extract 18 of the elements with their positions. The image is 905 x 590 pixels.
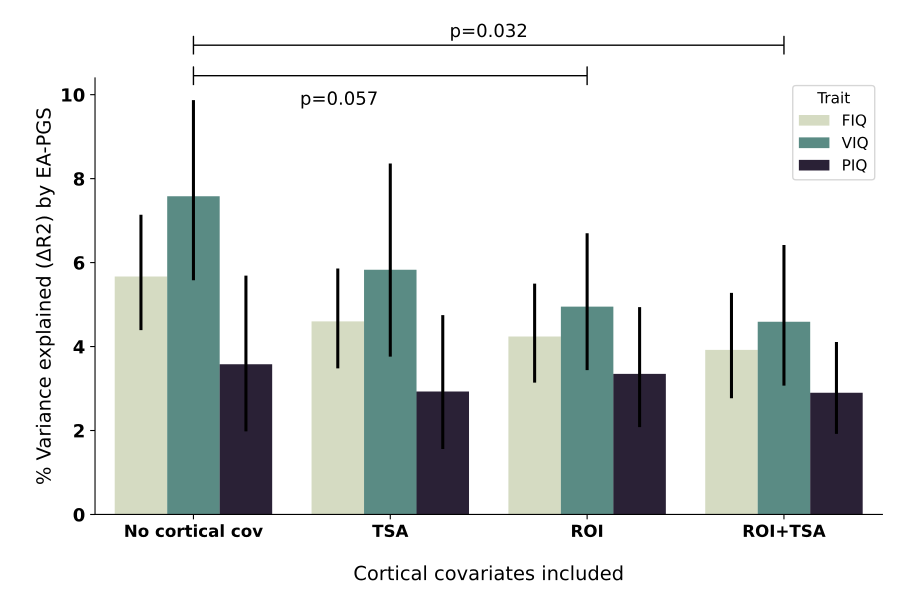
- y-tick-label: 0: [74, 508, 84, 522]
- legend-label: FIQ: [843, 114, 866, 128]
- text: p=0.032: [451, 24, 526, 41]
- x-tick-label: No cortical cov: [125, 524, 263, 538]
- legend-label: PIQ: [843, 159, 867, 172]
- y-tick-label: 10: [62, 88, 84, 102]
- legend-label: VIQ: [842, 136, 868, 150]
- x-axis-title: Cortical covariates included: [354, 565, 622, 580]
- y-tick-label: 2: [74, 424, 84, 438]
- y-tick-label: 4: [74, 340, 84, 354]
- y-tick-label: 6: [74, 256, 84, 270]
- y-axis-title: % Variance explained (ΔR2) by EA-PGS: [36, 108, 55, 484]
- x-tick-label: ROI: [572, 524, 602, 538]
- x-tick-label: ROI+TSA: [744, 524, 826, 538]
- annotation: p=0.057: [302, 91, 377, 108]
- x-tick-label: TSA: [372, 524, 408, 538]
- legend-title: Trait: [817, 92, 850, 104]
- y-tick-label: 8: [74, 172, 84, 186]
